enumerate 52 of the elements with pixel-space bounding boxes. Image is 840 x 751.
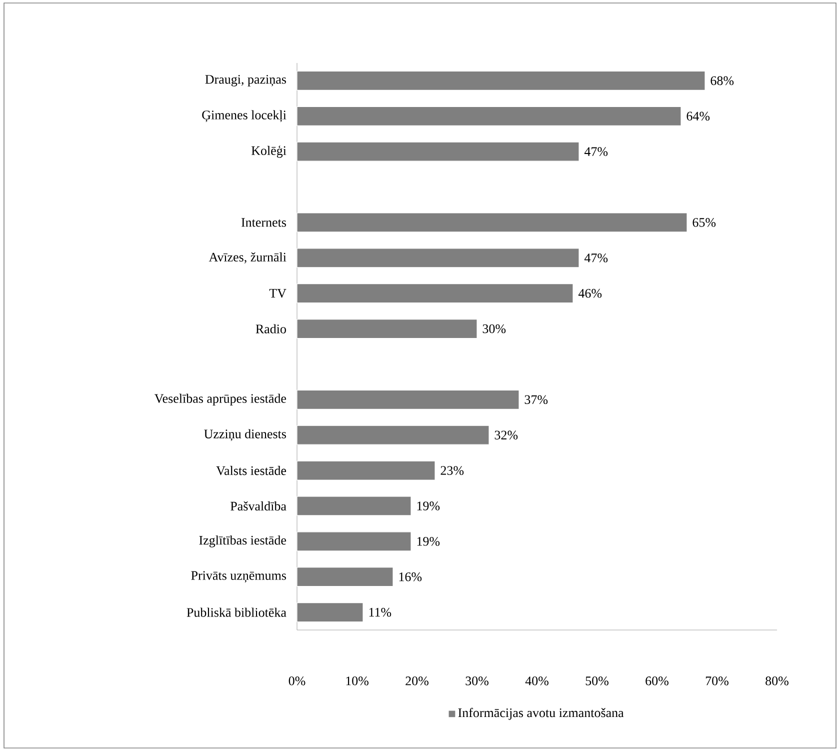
- x-tick-label: 60%: [646, 676, 668, 686]
- bar: [296, 567, 394, 587]
- bar: [296, 425, 490, 445]
- y-tick-label: TV: [269, 288, 286, 298]
- data-label: 11%: [369, 608, 392, 617]
- y-tick-label: Internets: [241, 218, 286, 227]
- y-tick-label: Izglītības iestāde: [199, 535, 286, 548]
- data-label: 46%: [578, 288, 602, 298]
- bar: [296, 248, 580, 268]
- bar: [296, 142, 580, 162]
- x-tick-label: 20%: [406, 676, 428, 686]
- data-label: 37%: [524, 395, 548, 404]
- x-tick-label: 30%: [466, 676, 488, 686]
- x-tick-label: 40%: [525, 676, 548, 686]
- x-tick-label: 50%: [586, 676, 608, 686]
- data-label: 68%: [710, 76, 734, 86]
- bar: [296, 532, 412, 552]
- x-tick-label: 70%: [706, 676, 728, 686]
- y-tick-label: Radio: [256, 324, 286, 334]
- data-label: 19%: [417, 502, 440, 510]
- bar: [296, 284, 574, 304]
- y-tick-label: Avīzes, žurnāli: [208, 252, 286, 264]
- y-tick-label: Kolēģi: [251, 145, 286, 158]
- x-tick-label: 80%: [766, 676, 788, 686]
- y-tick-label: Veselības aprūpes iestāde: [154, 394, 286, 406]
- y-tick-label: Valsts iestāde: [216, 466, 286, 476]
- y-tick-label: Ģimenes locekļi: [202, 110, 286, 122]
- bar: [296, 212, 688, 232]
- bar: [296, 460, 436, 480]
- x-tick-label: 10%: [346, 676, 368, 686]
- data-label: 32%: [494, 430, 518, 440]
- y-tick-label: Draugi, paziņas: [205, 75, 286, 86]
- x-tick-label: 0%: [288, 676, 306, 686]
- data-label: 47%: [584, 147, 608, 156]
- bar: [296, 602, 364, 622]
- bar: [296, 390, 520, 410]
- y-tick-label: Privāts uzņēmums: [191, 571, 286, 583]
- data-label: 30%: [482, 324, 506, 334]
- bar: [296, 106, 682, 126]
- data-label: 65%: [692, 218, 716, 227]
- data-label: 16%: [399, 572, 422, 582]
- bar: [296, 70, 706, 91]
- y-tick-label: Publiskā bibliotēka: [186, 608, 286, 617]
- y-tick-label: Pašvaldība: [230, 501, 286, 511]
- data-label: 19%: [417, 536, 440, 546]
- bar: [296, 496, 412, 516]
- data-label: 64%: [686, 112, 710, 121]
- bar: [296, 318, 478, 339]
- y-tick-label: Uzziņu dienests: [204, 429, 286, 441]
- data-label: 23%: [440, 466, 464, 475]
- legend-label: Informācijas avotu izmantošana: [458, 708, 624, 720]
- data-label: 47%: [584, 253, 608, 262]
